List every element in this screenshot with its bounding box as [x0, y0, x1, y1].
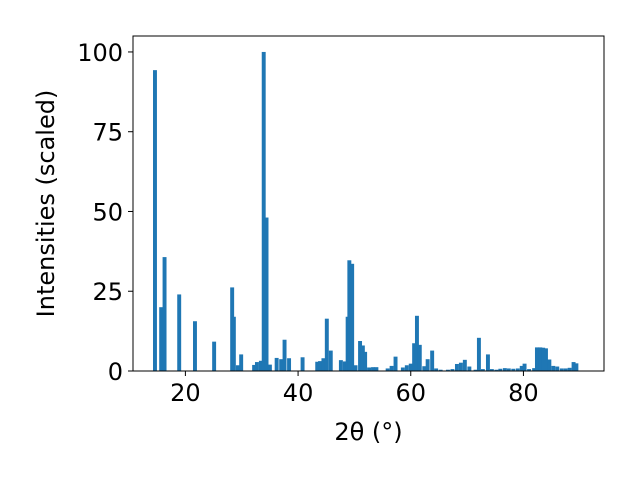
bar [264, 217, 269, 371]
bar [534, 347, 539, 371]
bar [555, 366, 560, 371]
bar [350, 263, 355, 371]
bar [414, 315, 419, 371]
bar [153, 70, 157, 371]
bar [404, 365, 409, 371]
y-tick-label: 50 [92, 198, 123, 226]
bar [358, 341, 363, 371]
bar [571, 362, 576, 371]
bar [385, 368, 390, 371]
bar [506, 368, 511, 371]
bar [422, 366, 427, 371]
bar [239, 354, 244, 371]
x-axis-ticks: 20 40 60 80 [170, 371, 539, 407]
bar [519, 365, 524, 371]
bar [363, 351, 368, 371]
bar [532, 368, 537, 371]
bar [287, 358, 292, 371]
bar [412, 343, 417, 371]
y-tick-label: 25 [92, 278, 123, 306]
y-axis-ticks: 0 25 50 75 100 [77, 39, 133, 386]
bar [527, 369, 532, 371]
bar [389, 365, 394, 371]
y-tick-label: 100 [77, 39, 123, 67]
y-tick-label: 75 [92, 119, 123, 147]
bar [408, 363, 413, 371]
bar [445, 369, 450, 371]
bar [450, 369, 455, 371]
bar [547, 359, 552, 371]
bar [162, 257, 167, 371]
bar [338, 360, 343, 371]
bar [252, 364, 257, 371]
bar [267, 364, 272, 371]
bar [498, 368, 503, 371]
bar [231, 316, 236, 371]
bar [193, 321, 197, 371]
bar [480, 369, 485, 371]
bar [300, 357, 305, 371]
plot-frame [132, 35, 605, 372]
bar [502, 368, 507, 371]
bar [515, 368, 520, 371]
bar [430, 350, 435, 371]
bar [522, 363, 527, 371]
bar [261, 51, 266, 371]
y-axis-label: Intensities (scaled) [32, 90, 60, 318]
bar [400, 367, 405, 371]
bar [321, 358, 326, 371]
bar [282, 339, 287, 371]
bar [324, 318, 329, 371]
bar [315, 361, 320, 371]
bar [328, 350, 333, 371]
bar [551, 365, 556, 371]
bar [462, 359, 467, 371]
bar [212, 341, 217, 371]
bar [438, 369, 443, 371]
x-tick-label: 40 [283, 379, 314, 407]
bar [458, 362, 463, 371]
bar [454, 363, 459, 371]
bar [374, 367, 379, 371]
x-tick-label: 80 [508, 379, 539, 407]
bar [544, 348, 548, 371]
bar [367, 367, 372, 371]
bar [467, 366, 472, 371]
bar [342, 361, 347, 371]
bars-group [153, 51, 579, 371]
bar [393, 356, 398, 371]
bar [258, 360, 263, 371]
bar [476, 337, 481, 371]
bar [360, 345, 365, 371]
x-tick-label: 20 [170, 379, 201, 407]
bar [574, 363, 579, 371]
bar [371, 367, 375, 371]
bar [235, 365, 240, 371]
bar [425, 359, 430, 371]
bar [353, 365, 358, 371]
bar [254, 362, 259, 371]
bar [541, 347, 546, 371]
bar [274, 357, 279, 371]
bar [494, 369, 499, 371]
bar [567, 367, 572, 371]
bar [318, 361, 323, 371]
bar [489, 369, 494, 371]
bar [485, 354, 490, 371]
bar [279, 359, 284, 371]
bar [559, 368, 564, 371]
bar [538, 347, 543, 371]
bar [347, 260, 352, 371]
x-axis-label: 2θ (°) [334, 418, 402, 446]
bar [473, 369, 478, 371]
bar [177, 294, 182, 371]
bar [434, 368, 439, 371]
x-tick-label: 60 [395, 379, 426, 407]
bar [159, 307, 164, 371]
bar [511, 368, 516, 371]
y-tick-label: 0 [108, 358, 123, 386]
bar [563, 368, 568, 371]
bar [417, 344, 422, 371]
